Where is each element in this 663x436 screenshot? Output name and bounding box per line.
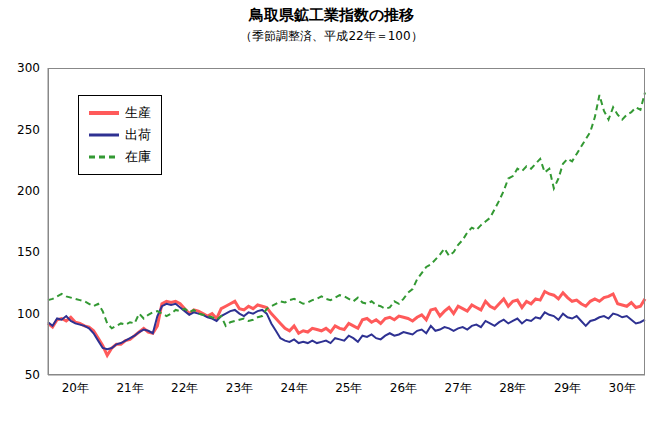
- svg-text:27年: 27年: [445, 381, 472, 395]
- svg-text:24年: 24年: [280, 381, 307, 395]
- svg-text:28年: 28年: [499, 381, 526, 395]
- svg-text:26年: 26年: [390, 381, 417, 395]
- svg-text:20年: 20年: [62, 381, 89, 395]
- svg-text:23年: 23年: [226, 381, 253, 395]
- svg-text:29年: 29年: [554, 381, 581, 395]
- svg-text:50: 50: [25, 368, 40, 382]
- svg-text:21年: 21年: [116, 381, 143, 395]
- svg-text:200: 200: [17, 184, 40, 198]
- svg-text:30年: 30年: [609, 381, 636, 395]
- svg-text:100: 100: [17, 307, 40, 321]
- html-text:在庫: 在庫: [125, 149, 151, 164]
- svg-text:22年: 22年: [171, 381, 198, 395]
- html-text:鳥取県鉱工業指数の推移: 鳥取県鉱工業指数の推移: [249, 6, 414, 24]
- svg-text:250: 250: [17, 123, 40, 137]
- svg-text:300: 300: [17, 61, 40, 75]
- html-text:（季節調整済、平成22年＝100）: （季節調整済、平成22年＝100）: [240, 29, 423, 43]
- html-text:生産: 生産: [125, 105, 151, 120]
- html-text:出荷: 出荷: [125, 127, 151, 142]
- svg-text:150: 150: [17, 245, 40, 259]
- svg-text:25年: 25年: [335, 381, 362, 395]
